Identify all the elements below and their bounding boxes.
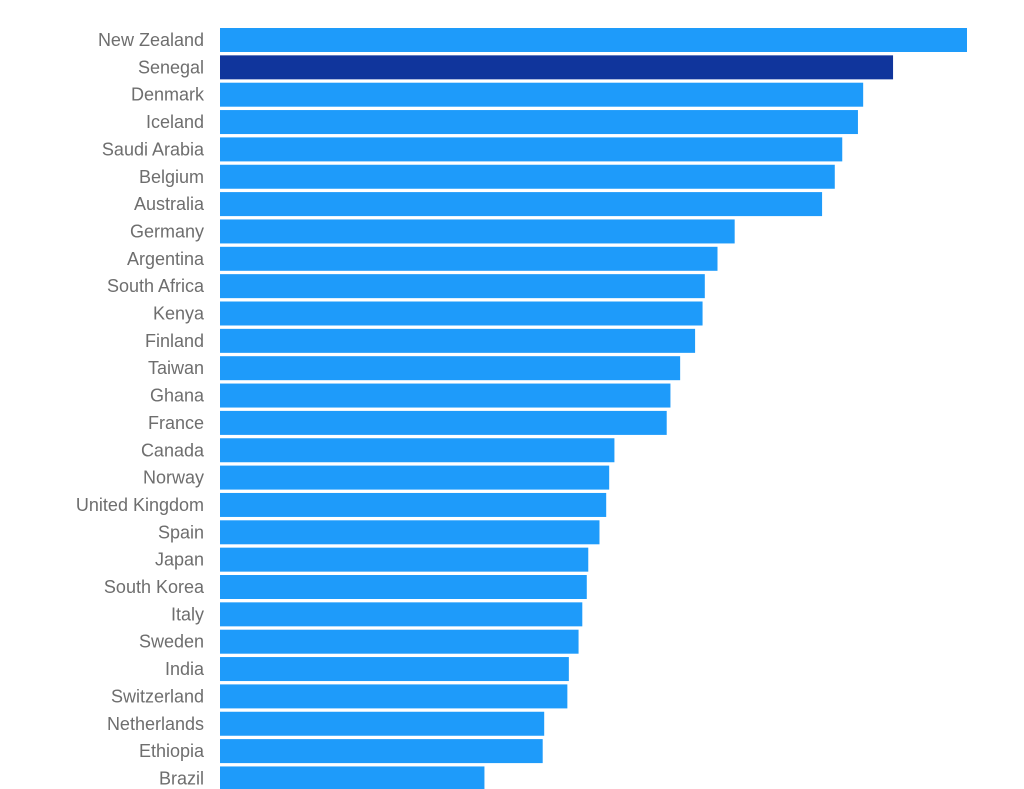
bar-india bbox=[220, 657, 569, 682]
bar-canada bbox=[220, 438, 615, 463]
category-label-sweden: Sweden bbox=[139, 632, 204, 652]
category-label-south-korea: South Korea bbox=[104, 577, 205, 597]
category-label-finland: Finland bbox=[145, 331, 204, 351]
bar-france bbox=[220, 410, 667, 435]
category-label-italy: Italy bbox=[171, 604, 204, 624]
bar-sweden bbox=[220, 629, 579, 654]
category-label-taiwan: Taiwan bbox=[148, 358, 204, 378]
category-label-spain: Spain bbox=[158, 522, 204, 542]
category-label-norway: Norway bbox=[143, 468, 204, 488]
bar-ethiopia bbox=[220, 739, 543, 764]
bar-iceland bbox=[220, 110, 858, 135]
category-label-australia: Australia bbox=[134, 194, 205, 214]
bar-switzerland bbox=[220, 684, 568, 709]
category-label-netherlands: Netherlands bbox=[107, 714, 204, 734]
category-label-argentina: Argentina bbox=[127, 249, 205, 269]
category-label-kenya: Kenya bbox=[153, 304, 205, 324]
bar-taiwan bbox=[220, 356, 681, 381]
bar-brazil bbox=[220, 766, 485, 789]
category-labels: New Zealand Senegal Denmark Iceland Saudi Ar… bbox=[76, 30, 205, 788]
bar-denmark bbox=[220, 82, 864, 107]
bar-south-korea bbox=[220, 575, 587, 599]
bar-netherlands bbox=[220, 711, 545, 736]
bars bbox=[220, 28, 967, 789]
category-label-ghana: Ghana bbox=[150, 386, 205, 406]
category-label-denmark: Denmark bbox=[131, 85, 205, 105]
category-label-belgium: Belgium bbox=[139, 167, 204, 187]
category-label-iceland: Iceland bbox=[146, 112, 204, 132]
bar-japan bbox=[220, 547, 589, 572]
bar-south-africa bbox=[220, 274, 705, 299]
bar-norway bbox=[220, 465, 610, 490]
bar-united-kingdom bbox=[220, 492, 607, 517]
category-label-ethiopia: Ethiopia bbox=[139, 741, 205, 761]
bar-new-zealand bbox=[220, 28, 967, 52]
bar-spain bbox=[220, 520, 600, 545]
category-label-france: France bbox=[148, 413, 204, 433]
bar-ghana bbox=[220, 383, 671, 408]
bar-saudi-arabia bbox=[220, 137, 843, 162]
category-label-india: India bbox=[165, 659, 205, 679]
bar-finland bbox=[220, 328, 696, 353]
category-label-saudi-arabia: Saudi Arabia bbox=[102, 139, 205, 159]
category-label-south-africa: South Africa bbox=[107, 276, 205, 296]
category-label-senegal: Senegal bbox=[138, 57, 204, 77]
bar-senegal bbox=[220, 55, 894, 80]
category-label-canada: Canada bbox=[141, 440, 205, 460]
category-label-new-zealand: New Zealand bbox=[98, 30, 204, 50]
category-label-switzerland: Switzerland bbox=[111, 686, 204, 706]
category-label-brazil: Brazil bbox=[159, 768, 204, 788]
bar-belgium bbox=[220, 164, 835, 189]
category-label-japan: Japan bbox=[155, 550, 204, 570]
bar-kenya bbox=[220, 301, 703, 326]
bar-australia bbox=[220, 192, 823, 217]
bar-germany bbox=[220, 219, 735, 244]
category-label-germany: Germany bbox=[130, 221, 204, 241]
category-label-united-kingdom: United Kingdom bbox=[76, 495, 204, 515]
bar-italy bbox=[220, 602, 583, 627]
bar-argentina bbox=[220, 246, 718, 271]
